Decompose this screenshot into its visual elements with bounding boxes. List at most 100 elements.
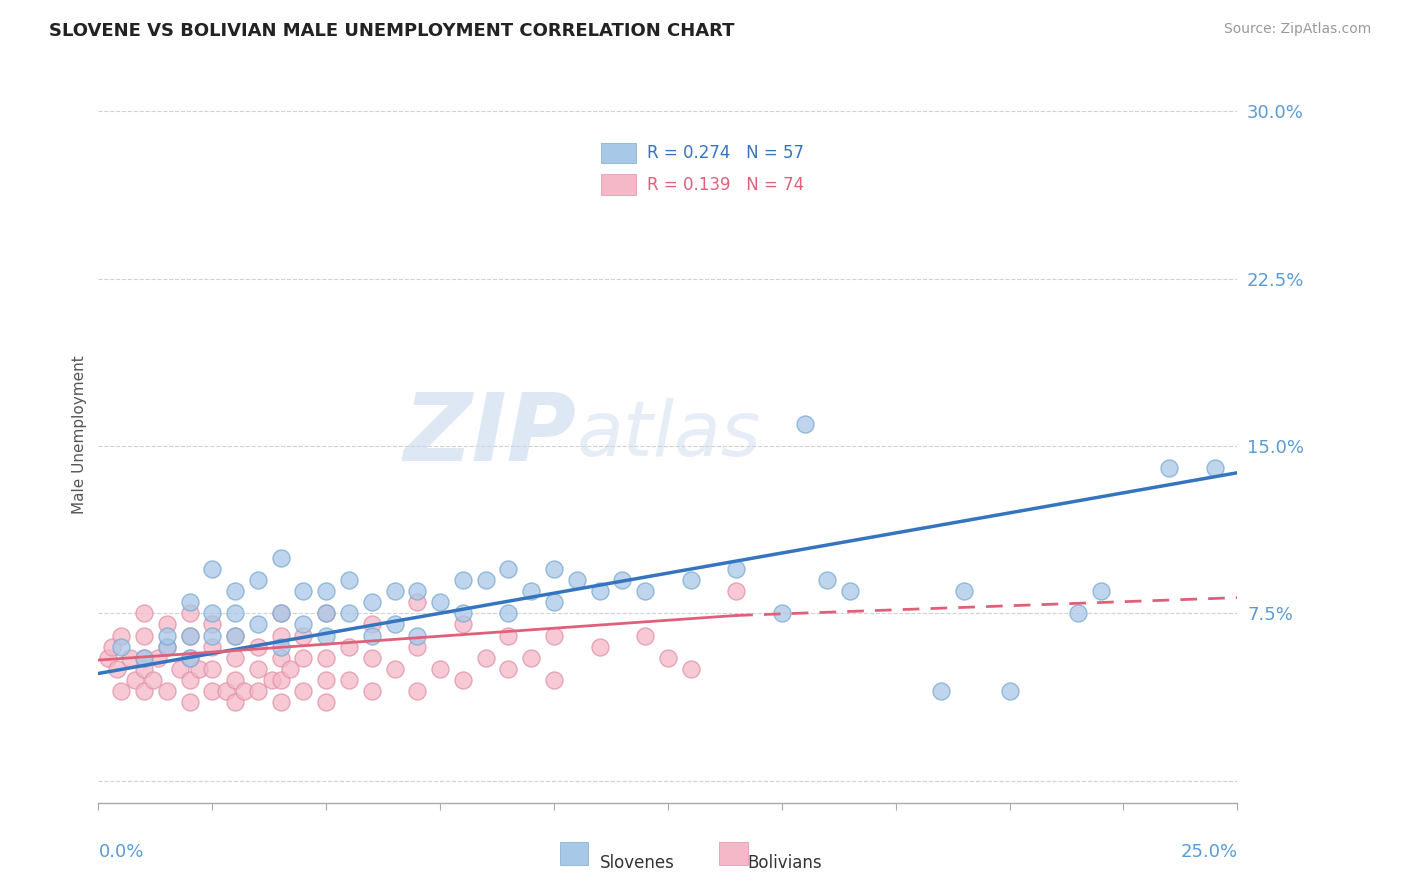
Text: Bolivians: Bolivians xyxy=(748,855,823,872)
Point xyxy=(1157,461,1180,475)
Point xyxy=(612,573,634,587)
Point xyxy=(292,583,315,598)
Point xyxy=(451,573,474,587)
Point xyxy=(179,696,201,710)
Point xyxy=(201,662,224,676)
Point xyxy=(315,628,337,642)
Point xyxy=(815,573,838,587)
Point xyxy=(725,583,748,598)
Point xyxy=(498,662,520,676)
Point xyxy=(406,628,429,642)
Point xyxy=(565,573,588,587)
FancyBboxPatch shape xyxy=(560,842,588,865)
Point xyxy=(246,617,269,632)
Bar xyxy=(600,143,636,163)
Point xyxy=(360,595,382,609)
Point xyxy=(224,628,246,642)
Point xyxy=(451,607,474,621)
Point xyxy=(132,628,155,642)
Point xyxy=(246,573,269,587)
Point xyxy=(498,628,520,642)
Point xyxy=(224,651,246,665)
Point xyxy=(953,583,976,598)
Point xyxy=(1067,607,1090,621)
Text: R = 0.274   N = 57: R = 0.274 N = 57 xyxy=(647,145,804,162)
Point xyxy=(132,684,155,698)
Point xyxy=(120,651,142,665)
Text: atlas: atlas xyxy=(576,398,761,472)
Point xyxy=(132,651,155,665)
Point xyxy=(292,651,315,665)
Point xyxy=(233,684,256,698)
Point xyxy=(679,662,702,676)
Text: 25.0%: 25.0% xyxy=(1180,843,1237,862)
Point xyxy=(169,662,191,676)
Point xyxy=(201,617,224,632)
Point xyxy=(224,673,246,687)
Point xyxy=(315,583,337,598)
Point xyxy=(179,628,201,642)
Point xyxy=(270,628,292,642)
FancyBboxPatch shape xyxy=(718,842,748,865)
Point xyxy=(406,583,429,598)
Point xyxy=(406,684,429,698)
Point xyxy=(156,628,179,642)
Point xyxy=(270,651,292,665)
Point xyxy=(770,607,793,621)
Point xyxy=(360,628,382,642)
Point xyxy=(337,607,360,621)
Text: ZIP: ZIP xyxy=(404,389,576,481)
Point xyxy=(179,628,201,642)
Point xyxy=(132,651,155,665)
Point xyxy=(96,651,118,665)
Point xyxy=(146,651,169,665)
Point xyxy=(292,628,315,642)
Point xyxy=(270,673,292,687)
Point xyxy=(929,684,952,698)
Point xyxy=(679,573,702,587)
Point xyxy=(543,595,565,609)
Point xyxy=(998,684,1021,698)
Text: Slovenes: Slovenes xyxy=(599,855,675,872)
Point xyxy=(201,684,224,698)
Point xyxy=(498,607,520,621)
Point xyxy=(270,696,292,710)
Point xyxy=(315,651,337,665)
Point xyxy=(543,562,565,576)
Point xyxy=(132,662,155,676)
Point xyxy=(337,573,360,587)
Point xyxy=(520,583,543,598)
Point xyxy=(201,607,224,621)
Point xyxy=(474,651,496,665)
Point xyxy=(543,673,565,687)
Point xyxy=(224,628,246,642)
Point xyxy=(101,640,124,654)
Point xyxy=(657,651,679,665)
Point xyxy=(156,640,179,654)
Point xyxy=(124,673,146,687)
Point xyxy=(543,628,565,642)
Point xyxy=(384,662,406,676)
Point xyxy=(634,628,657,642)
Point xyxy=(337,640,360,654)
Point xyxy=(110,640,132,654)
Point xyxy=(520,651,543,665)
Point xyxy=(179,673,201,687)
Point xyxy=(1204,461,1226,475)
Point xyxy=(132,607,155,621)
Point xyxy=(224,583,246,598)
Text: R = 0.139   N = 74: R = 0.139 N = 74 xyxy=(647,176,804,194)
Point xyxy=(725,562,748,576)
Point xyxy=(315,696,337,710)
Point xyxy=(270,607,292,621)
Point xyxy=(292,684,315,698)
Point xyxy=(260,673,283,687)
Point xyxy=(246,662,269,676)
Point xyxy=(105,662,128,676)
Point xyxy=(110,684,132,698)
Point xyxy=(337,673,360,687)
Point xyxy=(270,550,292,565)
Point xyxy=(179,651,201,665)
Point xyxy=(179,607,201,621)
Point xyxy=(634,583,657,598)
